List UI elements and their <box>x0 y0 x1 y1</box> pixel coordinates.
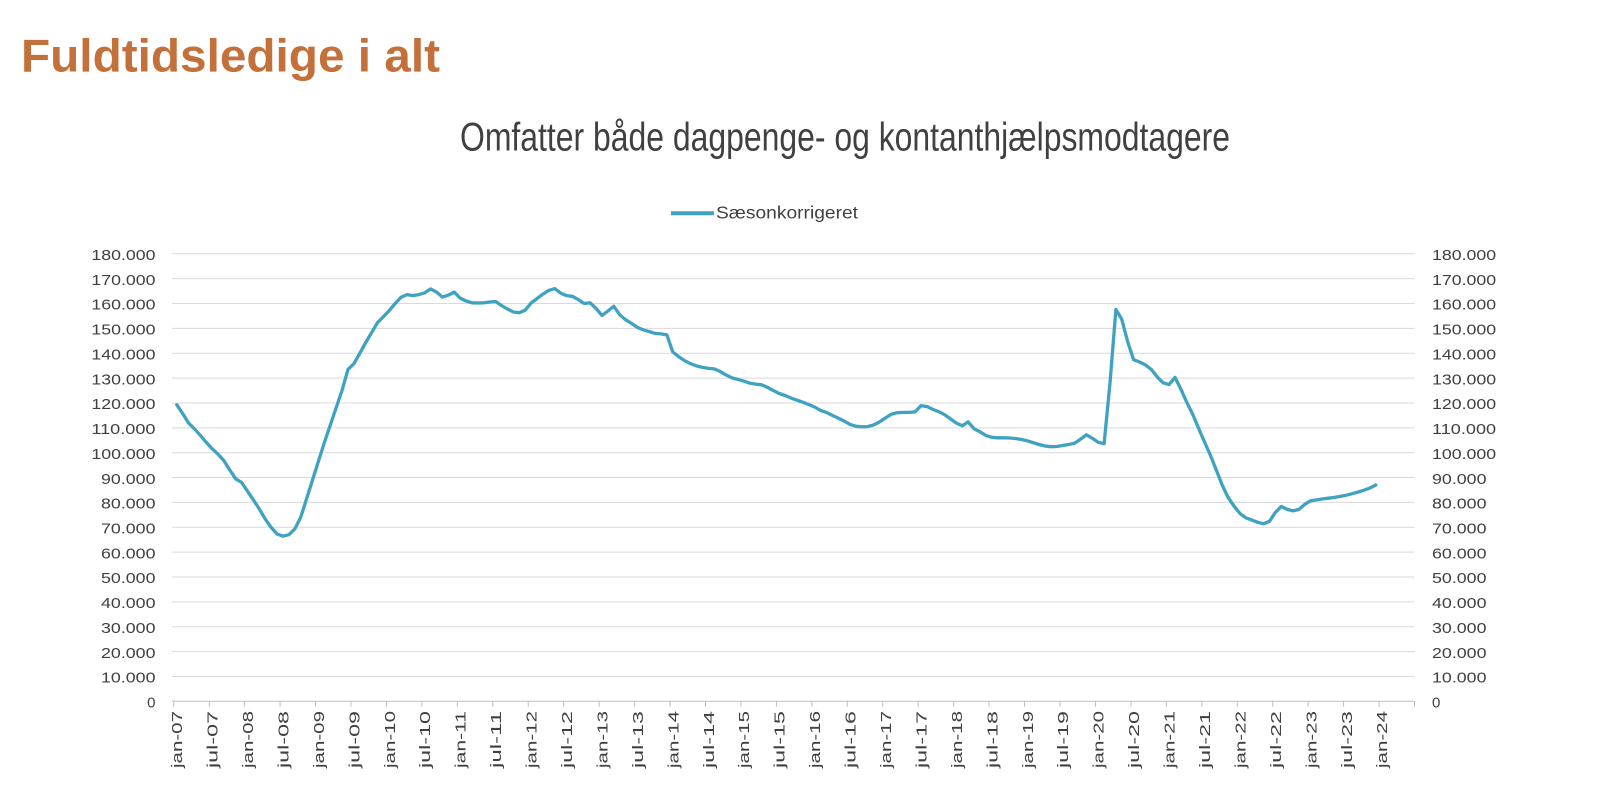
svg-text:90.000: 90.000 <box>1432 471 1487 488</box>
svg-text:jul-21: jul-21 <box>1197 711 1214 770</box>
svg-text:jan-16: jan-16 <box>807 711 824 769</box>
svg-text:0: 0 <box>1432 695 1440 712</box>
svg-text:Fuldtidsledige i alt: Fuldtidsledige i alt <box>21 30 440 82</box>
svg-text:jul-16: jul-16 <box>843 711 860 770</box>
svg-text:jan-13: jan-13 <box>595 711 612 769</box>
svg-text:110.000: 110.000 <box>91 421 155 438</box>
svg-text:jul-18: jul-18 <box>984 711 1001 770</box>
svg-text:jan-22: jan-22 <box>1232 711 1249 769</box>
svg-text:jul-23: jul-23 <box>1339 711 1356 770</box>
svg-text:0: 0 <box>147 695 155 712</box>
svg-text:jan-19: jan-19 <box>1020 711 1037 769</box>
svg-text:80.000: 80.000 <box>1432 496 1487 513</box>
svg-text:jan-20: jan-20 <box>1091 711 1108 769</box>
svg-text:60.000: 60.000 <box>101 545 156 562</box>
svg-text:jul-10: jul-10 <box>417 711 434 770</box>
svg-text:120.000: 120.000 <box>91 396 155 413</box>
svg-text:170.000: 170.000 <box>1432 272 1496 289</box>
svg-text:jan-15: jan-15 <box>736 711 753 769</box>
svg-text:jul-14: jul-14 <box>701 711 718 770</box>
svg-text:10.000: 10.000 <box>101 670 156 687</box>
svg-text:jul-17: jul-17 <box>913 711 930 770</box>
svg-text:jan-23: jan-23 <box>1303 711 1320 769</box>
svg-text:jan-09: jan-09 <box>311 711 328 769</box>
svg-text:70.000: 70.000 <box>101 521 156 538</box>
svg-text:30.000: 30.000 <box>101 620 156 637</box>
svg-text:jan-12: jan-12 <box>524 711 541 769</box>
svg-text:90.000: 90.000 <box>101 471 156 488</box>
svg-text:140.000: 140.000 <box>1432 347 1496 364</box>
svg-text:jan-11: jan-11 <box>453 711 470 769</box>
svg-text:Omfatter både dagpenge- og kon: Omfatter både dagpenge- og kontanthjælps… <box>460 116 1230 160</box>
svg-text:160.000: 160.000 <box>91 297 155 314</box>
svg-text:jul-12: jul-12 <box>559 711 576 770</box>
svg-text:jan-21: jan-21 <box>1162 711 1179 769</box>
svg-text:jan-14: jan-14 <box>665 711 682 769</box>
svg-text:60.000: 60.000 <box>1432 545 1487 562</box>
svg-text:130.000: 130.000 <box>91 371 155 388</box>
svg-text:40.000: 40.000 <box>101 595 156 612</box>
svg-text:150.000: 150.000 <box>1432 322 1496 339</box>
svg-text:jul-22: jul-22 <box>1268 711 1285 770</box>
svg-text:80.000: 80.000 <box>101 496 156 513</box>
svg-text:50.000: 50.000 <box>1432 570 1487 587</box>
svg-text:20.000: 20.000 <box>1432 645 1487 662</box>
svg-text:jan-18: jan-18 <box>949 711 966 769</box>
svg-text:170.000: 170.000 <box>91 272 155 289</box>
svg-text:100.000: 100.000 <box>91 446 155 463</box>
svg-text:30.000: 30.000 <box>1432 620 1487 637</box>
svg-text:50.000: 50.000 <box>101 570 156 587</box>
svg-text:20.000: 20.000 <box>101 645 156 662</box>
svg-text:160.000: 160.000 <box>1432 297 1496 314</box>
svg-text:jan-10: jan-10 <box>382 711 399 769</box>
svg-text:jul-09: jul-09 <box>346 711 363 770</box>
svg-text:jul-13: jul-13 <box>630 711 647 770</box>
svg-text:jan-24: jan-24 <box>1374 711 1391 769</box>
svg-text:jul-07: jul-07 <box>205 711 222 770</box>
svg-text:10.000: 10.000 <box>1432 670 1487 687</box>
svg-text:180.000: 180.000 <box>1432 247 1496 264</box>
svg-text:Sæsonkorrigeret: Sæsonkorrigeret <box>716 202 858 222</box>
svg-text:jul-08: jul-08 <box>276 711 293 770</box>
svg-text:jul-15: jul-15 <box>772 711 789 770</box>
svg-text:140.000: 140.000 <box>91 347 155 364</box>
svg-text:130.000: 130.000 <box>1432 371 1496 388</box>
svg-text:40.000: 40.000 <box>1432 595 1487 612</box>
svg-text:110.000: 110.000 <box>1432 421 1496 438</box>
svg-text:jan-07: jan-07 <box>169 711 186 769</box>
svg-text:jul-19: jul-19 <box>1055 711 1072 770</box>
svg-text:120.000: 120.000 <box>1432 396 1496 413</box>
svg-text:jan-08: jan-08 <box>240 711 257 769</box>
svg-text:jul-11: jul-11 <box>488 711 505 770</box>
svg-text:180.000: 180.000 <box>91 247 155 264</box>
svg-text:150.000: 150.000 <box>91 322 155 339</box>
svg-text:jul-20: jul-20 <box>1126 711 1143 770</box>
svg-text:100.000: 100.000 <box>1432 446 1496 463</box>
svg-text:70.000: 70.000 <box>1432 521 1487 538</box>
svg-text:jan-17: jan-17 <box>878 711 895 769</box>
